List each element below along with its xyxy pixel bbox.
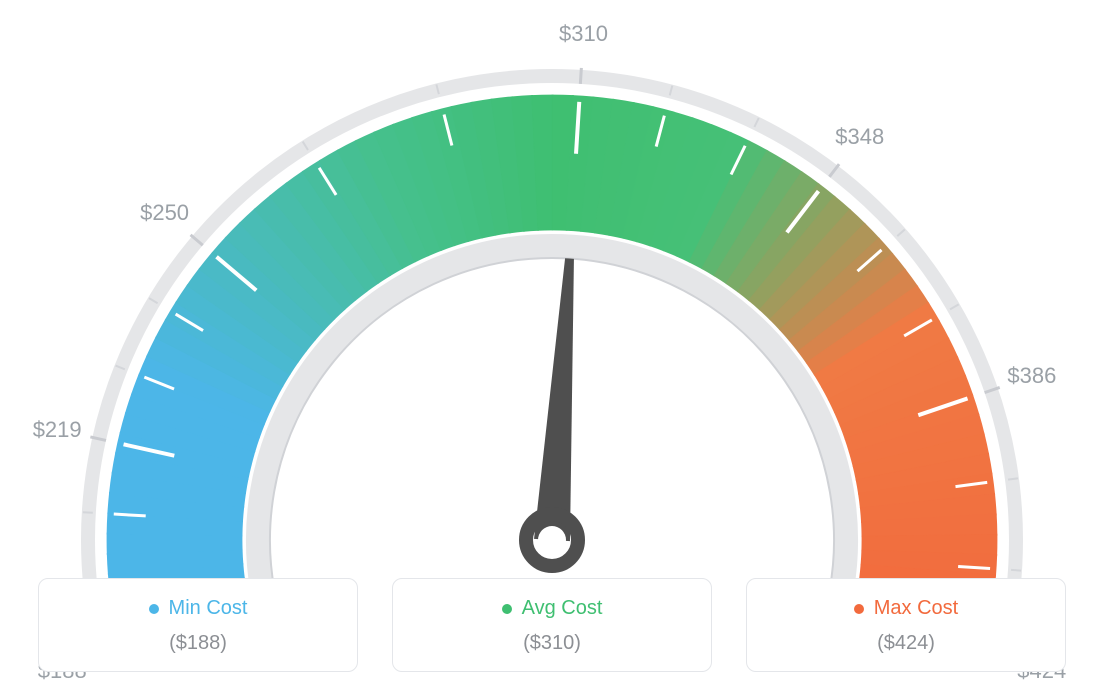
legend-dot-icon: [502, 604, 512, 614]
legend-dot-icon: [854, 604, 864, 614]
gauge-tick-label: $250: [140, 200, 189, 226]
legend-card-max: Max Cost ($424): [746, 578, 1066, 672]
legend-card-avg: Avg Cost ($310): [392, 578, 712, 672]
gauge-tick-label: $219: [33, 417, 82, 443]
legend-dot-icon: [149, 604, 159, 614]
legend-label: Max Cost: [874, 597, 958, 620]
legend-label: Min Cost: [169, 597, 248, 620]
gauge-tick-label: $386: [1007, 363, 1056, 389]
gauge-tick-label: $310: [559, 21, 608, 47]
legend-row: Min Cost ($188) Avg Cost ($310) Max Cost…: [0, 578, 1104, 672]
gauge-tick-label: $348: [835, 124, 884, 150]
legend-card-min: Min Cost ($188): [38, 578, 358, 672]
legend-label: Avg Cost: [522, 597, 603, 620]
cost-gauge: [0, 30, 1104, 590]
legend-title-min: Min Cost: [149, 597, 248, 620]
legend-value: ($424): [757, 632, 1055, 655]
legend-title-avg: Avg Cost: [502, 597, 603, 620]
legend-title-max: Max Cost: [854, 597, 958, 620]
gauge-container: $188$219$250$310$348$386$424: [0, 0, 1104, 560]
legend-value: ($188): [49, 632, 347, 655]
legend-value: ($310): [403, 632, 701, 655]
